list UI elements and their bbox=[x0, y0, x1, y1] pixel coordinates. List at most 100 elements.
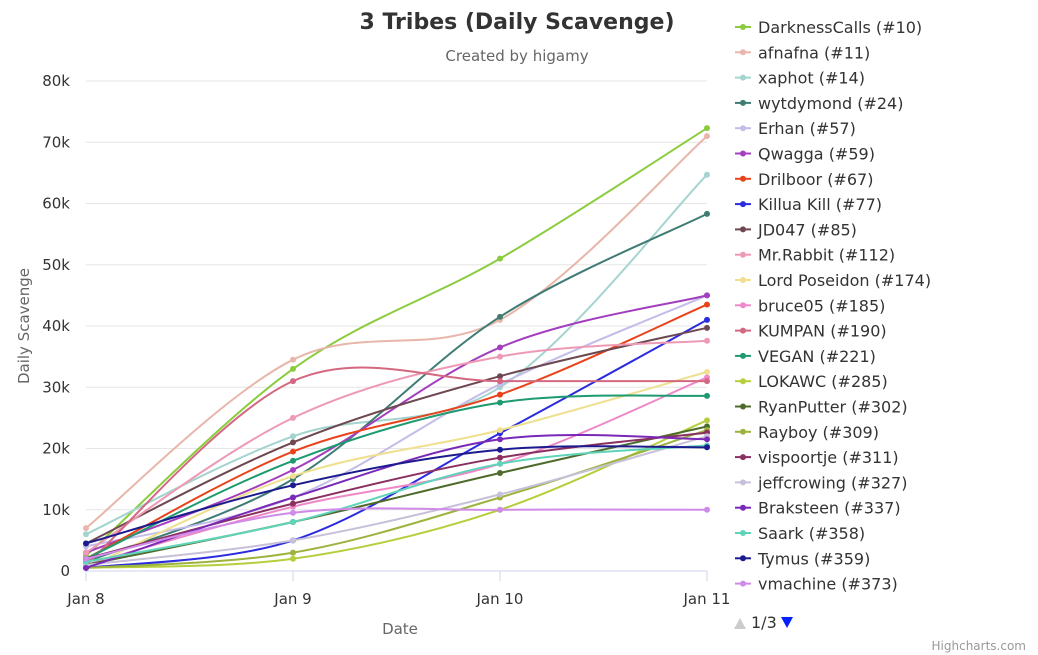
series-tymus-359[interactable] bbox=[83, 444, 710, 547]
legend-item-bruce05-185[interactable]: bruce05 (#185) bbox=[735, 296, 885, 315]
series-line[interactable] bbox=[85, 376, 708, 566]
series-line[interactable] bbox=[85, 135, 708, 529]
data-point[interactable] bbox=[290, 457, 296, 464]
legend-item-rayboy-309[interactable]: Rayboy (#309) bbox=[735, 423, 879, 442]
series-line[interactable] bbox=[85, 339, 708, 554]
data-point[interactable] bbox=[497, 344, 503, 351]
data-point[interactable] bbox=[290, 519, 296, 525]
data-point[interactable] bbox=[704, 125, 710, 132]
data-point[interactable] bbox=[704, 171, 710, 178]
legend-item-ryanputter-302[interactable]: RyanPutter (#302) bbox=[735, 398, 908, 417]
data-point[interactable] bbox=[290, 509, 296, 516]
data-point[interactable] bbox=[704, 324, 710, 331]
series-line[interactable] bbox=[85, 394, 708, 560]
data-point[interactable] bbox=[290, 439, 296, 446]
data-point[interactable] bbox=[497, 436, 503, 443]
data-point[interactable] bbox=[497, 373, 503, 380]
data-point[interactable] bbox=[83, 540, 89, 547]
series-afnafna-11[interactable] bbox=[83, 133, 710, 532]
data-point[interactable] bbox=[497, 391, 503, 398]
data-point[interactable] bbox=[704, 337, 710, 344]
data-point[interactable] bbox=[290, 494, 296, 501]
data-point[interactable] bbox=[290, 466, 296, 473]
legend-item-drilboor-67[interactable]: Drilboor (#67) bbox=[735, 170, 873, 189]
data-point[interactable] bbox=[290, 365, 296, 372]
legend-item-lord-poseidon-174[interactable]: Lord Poseidon (#174) bbox=[735, 271, 931, 290]
series-mr-rabbit-112[interactable] bbox=[83, 337, 710, 556]
series-line[interactable] bbox=[85, 429, 708, 569]
series-line[interactable] bbox=[85, 127, 708, 557]
legend-page-up-arrow-icon[interactable] bbox=[734, 618, 746, 629]
data-point[interactable] bbox=[704, 301, 710, 308]
data-point[interactable] bbox=[290, 473, 296, 480]
data-point[interactable] bbox=[497, 506, 503, 513]
legend-item-braksteen-337[interactable]: Braksteen (#337) bbox=[735, 499, 901, 518]
data-point[interactable] bbox=[704, 444, 710, 451]
data-point[interactable] bbox=[290, 414, 296, 421]
series-vmachine-373[interactable] bbox=[83, 506, 710, 562]
data-point[interactable] bbox=[497, 491, 503, 498]
data-point[interactable] bbox=[497, 454, 503, 461]
data-point[interactable] bbox=[290, 378, 296, 385]
series-line[interactable] bbox=[85, 294, 708, 548]
legend-item-vispoortje-311[interactable]: vispoortje (#311) bbox=[735, 448, 899, 467]
data-point[interactable] bbox=[497, 313, 503, 320]
data-point[interactable] bbox=[290, 482, 296, 489]
data-point[interactable] bbox=[83, 564, 89, 571]
series-line[interactable] bbox=[85, 326, 708, 545]
legend-item-darknesscalls-10[interactable]: DarknessCalls (#10) bbox=[735, 18, 922, 37]
data-point[interactable] bbox=[704, 417, 710, 424]
data-point[interactable] bbox=[704, 210, 710, 217]
legend-item-tymus-359[interactable]: Tymus (#359) bbox=[735, 549, 870, 568]
legend-item-wytdymond-24[interactable]: wytdymond (#24) bbox=[735, 94, 903, 113]
legend-page-down-arrow-icon[interactable] bbox=[781, 617, 793, 628]
data-point[interactable] bbox=[704, 316, 710, 323]
series-line[interactable] bbox=[85, 445, 708, 545]
series-line[interactable] bbox=[85, 366, 707, 566]
data-point[interactable] bbox=[497, 378, 503, 385]
legend-item-erhan-57[interactable]: Erhan (#57) bbox=[735, 119, 856, 138]
series-line[interactable] bbox=[85, 431, 708, 560]
data-point[interactable] bbox=[704, 506, 710, 513]
legend-item-qwagga-59[interactable]: Qwagga (#59) bbox=[735, 145, 875, 164]
data-point[interactable] bbox=[497, 446, 503, 453]
data-point[interactable] bbox=[497, 470, 503, 476]
data-point[interactable] bbox=[497, 399, 503, 406]
data-point[interactable] bbox=[497, 427, 503, 434]
series-line[interactable] bbox=[85, 319, 708, 569]
data-point[interactable] bbox=[83, 555, 89, 562]
data-point[interactable] bbox=[290, 537, 296, 544]
data-point[interactable] bbox=[290, 549, 296, 556]
series-line[interactable] bbox=[85, 507, 708, 560]
series-line[interactable] bbox=[85, 370, 708, 569]
legend-item-vegan-221[interactable]: VEGAN (#221) bbox=[735, 347, 876, 366]
data-point[interactable] bbox=[290, 433, 296, 440]
legend-item-xaphot-14[interactable]: xaphot (#14) bbox=[735, 69, 865, 88]
legend-item-mr-rabbit-112[interactable]: Mr.Rabbit (#112) bbox=[735, 246, 895, 265]
data-point[interactable] bbox=[704, 368, 710, 375]
data-point[interactable] bbox=[83, 549, 89, 556]
data-point[interactable] bbox=[290, 555, 296, 562]
series-line[interactable] bbox=[85, 444, 708, 563]
data-point[interactable] bbox=[704, 133, 710, 140]
data-point[interactable] bbox=[497, 460, 503, 467]
data-point[interactable] bbox=[704, 392, 710, 399]
data-point[interactable] bbox=[290, 448, 296, 455]
data-point[interactable] bbox=[83, 531, 89, 538]
legend-item-lokawc-285[interactable]: LOKAWC (#285) bbox=[735, 372, 888, 391]
legend-item-afnafna-11[interactable]: afnafna (#11) bbox=[735, 43, 870, 62]
data-point[interactable] bbox=[704, 292, 710, 299]
data-point[interactable] bbox=[497, 255, 503, 262]
chart-credits[interactable]: Highcharts.com bbox=[932, 639, 1026, 653]
data-point[interactable] bbox=[290, 356, 296, 363]
data-point[interactable] bbox=[704, 378, 710, 385]
legend-item-vmachine-373[interactable]: vmachine (#373) bbox=[735, 575, 898, 594]
data-point[interactable] bbox=[497, 353, 503, 360]
legend-item-killua-kill-77[interactable]: Killua Kill (#77) bbox=[735, 195, 882, 214]
legend-item-jeffcrowing-327[interactable]: jeffcrowing (#327) bbox=[735, 473, 907, 492]
series-jd047-85[interactable] bbox=[83, 324, 710, 547]
series-line[interactable] bbox=[85, 435, 708, 566]
legend-item-kumpan-190[interactable]: KUMPAN (#190) bbox=[735, 322, 887, 341]
data-point[interactable] bbox=[83, 525, 89, 532]
legend-item-saark-358[interactable]: Saark (#358) bbox=[735, 524, 865, 543]
